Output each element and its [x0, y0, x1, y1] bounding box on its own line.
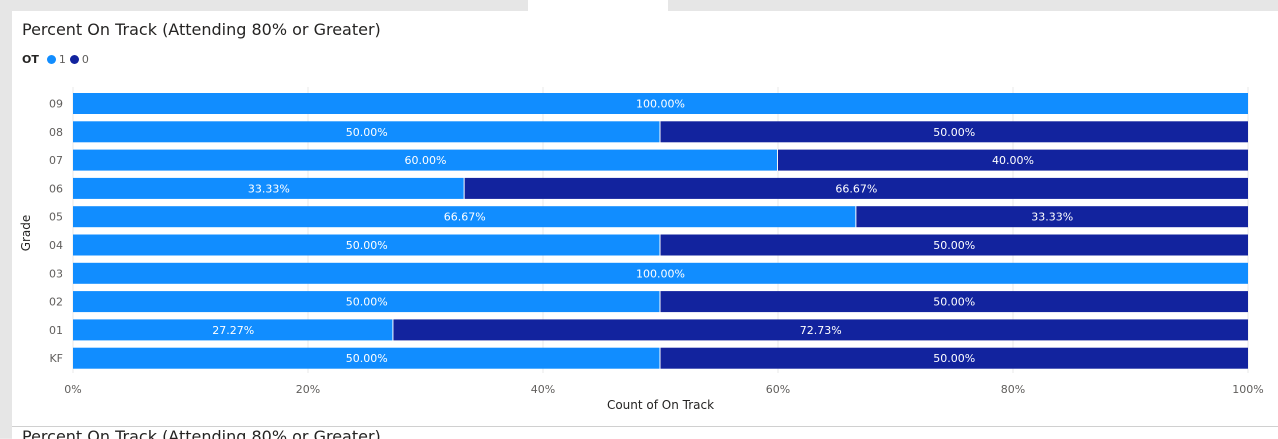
bar-segment[interactable]: [73, 206, 856, 228]
y-tick-label: 01: [49, 324, 63, 337]
bar-segment[interactable]: [660, 347, 1249, 369]
next-visual-title: Percent On Track (Attending 80% or Great…: [22, 427, 381, 439]
data-label: 60.00%: [405, 154, 447, 167]
bar-segment[interactable]: [464, 177, 1248, 199]
bar-segment[interactable]: [73, 121, 660, 143]
y-tick-label: 08: [49, 126, 63, 139]
data-label: 50.00%: [933, 239, 975, 252]
x-tick-label: 80%: [1001, 383, 1025, 396]
legend-title: OT: [22, 53, 39, 66]
bar-segment[interactable]: [73, 262, 1248, 284]
y-tick-label: 02: [49, 296, 63, 309]
data-label: 100.00%: [636, 267, 685, 280]
bar-segment[interactable]: [73, 319, 393, 341]
y-axis-title: Grade: [19, 215, 33, 252]
data-label: 50.00%: [346, 239, 388, 252]
data-label: 50.00%: [346, 126, 388, 139]
y-tick-label: 03: [49, 267, 63, 280]
plot-area: 0% 20% 40% 60% 80% 100% 09 100.00% 08 50.00% 50.00…: [19, 87, 1264, 412]
legend-dot-1: [46, 55, 56, 64]
data-label: 50.00%: [346, 296, 388, 309]
legend-label-0: 0: [81, 53, 89, 66]
data-label: 50.00%: [346, 352, 388, 365]
bar-segment[interactable]: [73, 234, 660, 256]
data-label: 27.27%: [212, 324, 254, 337]
bar-segment[interactable]: [660, 121, 1249, 143]
legend-item-0[interactable]: 0: [69, 53, 89, 66]
data-label: 40.00%: [992, 154, 1034, 167]
bar-segment[interactable]: [778, 149, 1248, 171]
data-label: 33.33%: [248, 182, 290, 195]
y-tick-label: 04: [49, 239, 63, 252]
y-tick-label: 07: [49, 154, 63, 167]
data-label: 72.73%: [800, 324, 842, 337]
bar-segment[interactable]: [73, 177, 464, 199]
bar-segment[interactable]: [660, 234, 1249, 256]
data-label: 50.00%: [933, 352, 975, 365]
y-tick-label: 05: [49, 211, 63, 224]
left-strip: [0, 0, 12, 438]
x-tick-label: 20%: [296, 383, 320, 396]
top-tab: [528, 0, 668, 11]
bar-segment[interactable]: [73, 291, 660, 313]
data-label: 50.00%: [933, 126, 975, 139]
x-tick-label: 0%: [64, 383, 81, 396]
x-axis-title: Count of On Track: [607, 398, 714, 412]
legend-item-1[interactable]: 1: [46, 53, 66, 66]
bar-segment[interactable]: [393, 319, 1248, 341]
legend-label-1: 1: [58, 53, 66, 66]
x-tick-label: 40%: [531, 383, 555, 396]
data-label: 66.67%: [835, 182, 877, 195]
bar-segment[interactable]: [73, 93, 1248, 114]
y-tick-label: 06: [49, 182, 63, 195]
legend-dot-0: [69, 55, 79, 64]
x-tick-label: 60%: [766, 383, 790, 396]
data-label: 100.00%: [636, 98, 685, 111]
y-tick-label: 09: [49, 98, 63, 111]
legend[interactable]: OT 1 0: [22, 53, 93, 66]
bar-segment[interactable]: [73, 149, 777, 171]
bar-segment[interactable]: [660, 291, 1249, 313]
bar-segment[interactable]: [856, 206, 1248, 228]
y-tick-label: KF: [49, 352, 63, 365]
data-label: 50.00%: [933, 296, 975, 309]
data-label: 66.67%: [444, 211, 486, 224]
chart-title: Percent On Track (Attending 80% or Great…: [22, 20, 381, 39]
next-visual[interactable]: Percent On Track (Attending 80% or Great…: [12, 426, 1278, 439]
chart-visual[interactable]: Percent On Track (Attending 80% or Great…: [12, 11, 1278, 426]
x-tick-label: 100%: [1232, 383, 1263, 396]
bar-segment[interactable]: [73, 347, 660, 369]
data-label: 33.33%: [1031, 211, 1073, 224]
